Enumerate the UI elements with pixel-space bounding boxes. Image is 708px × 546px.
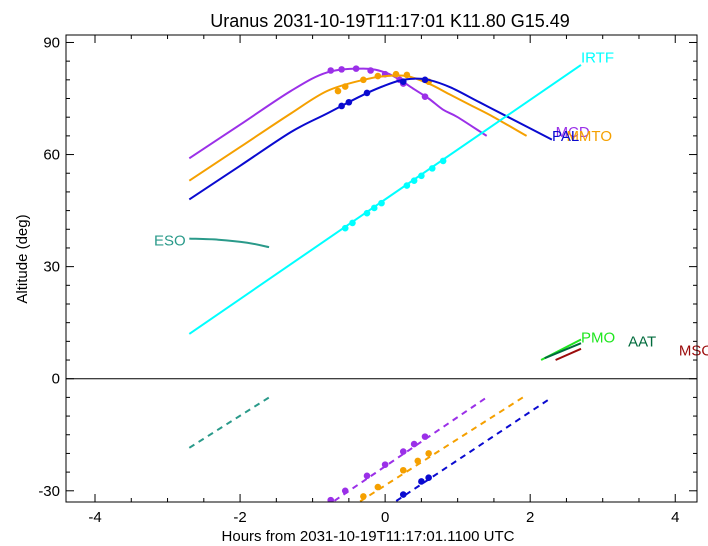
series-irtf: [188, 64, 582, 335]
series-line-aat: [544, 342, 582, 360]
data-point-mmto: [334, 87, 342, 95]
y-tick-label: 0: [52, 371, 60, 388]
series-line-irtf: [188, 64, 582, 335]
data-point-below-pal: [399, 491, 407, 498]
series-label-aat: AAT: [628, 333, 656, 350]
series-mmto: [188, 70, 528, 502]
series-line-eso: [189, 237, 270, 249]
data-point-mcd: [421, 93, 429, 100]
y-tick-label: 30: [43, 259, 60, 276]
series-dashed-line-pal: [392, 396, 553, 502]
data-point-mmto: [360, 76, 367, 84]
data-point-irtf: [428, 165, 436, 172]
data-point-irtf: [349, 219, 356, 227]
data-point-below-mcd: [327, 496, 335, 502]
series-mso: [555, 347, 582, 361]
data-point-irtf: [418, 172, 425, 180]
data-point-below-mmto: [360, 493, 367, 500]
data-point-mcd: [352, 65, 360, 72]
data-point-irtf: [378, 199, 385, 207]
data-point-below-mmto: [399, 466, 407, 474]
series-label-eso: ESO: [154, 232, 186, 249]
data-point-mmto: [392, 70, 400, 78]
x-tick-label: 4: [671, 509, 679, 526]
series-label-irtf: IRTF: [581, 49, 614, 66]
data-point-below-mmto: [374, 483, 382, 491]
data-point-mmto: [374, 72, 382, 80]
data-point-below-mcd: [399, 448, 407, 455]
data-point-pal: [399, 78, 407, 85]
x-tick-label: -2: [233, 509, 246, 526]
series-line-pal: [188, 77, 553, 201]
series-label-mcd: MCD: [556, 124, 590, 141]
data-point-irtf: [370, 204, 378, 212]
series-dashed-line-eso: [188, 396, 270, 449]
data-point-pal: [338, 102, 345, 110]
data-point-pal: [345, 98, 353, 106]
data-point-irtf: [341, 224, 349, 232]
plot-frame: [65, 34, 698, 503]
x-axis-label: Hours from 2031-10-19T11:17:01.1100 UTC: [222, 528, 515, 545]
data-point-mcd: [327, 67, 335, 74]
data-point-below-mcd: [341, 487, 349, 495]
series-label-mmto: MMTO: [566, 128, 612, 145]
series-label-pmo: PMO: [581, 330, 615, 347]
data-point-irtf: [363, 209, 371, 217]
data-point-below-pal: [418, 478, 425, 485]
data-point-below-mcd: [410, 440, 418, 448]
x-tick-label: -4: [88, 509, 101, 526]
series-eso: [188, 237, 270, 449]
data-point-below-mcd: [381, 461, 389, 468]
data-point-below-pal: [425, 474, 432, 482]
series-pal: [188, 76, 553, 502]
data-point-below-mmto: [414, 457, 422, 465]
data-point-irtf: [410, 177, 418, 185]
series-aat: [544, 342, 582, 360]
chart-title: Uranus 2031-10-19T11:17:01 K11.80 G15.49: [210, 11, 570, 31]
series-dashed-line-mmto: [357, 396, 524, 502]
data-point-mmto: [341, 83, 349, 90]
axis-layer: -4 -2 0 2 4 -30 0 30 60 90: [38, 34, 698, 526]
data-point-irtf: [403, 182, 411, 189]
data-point-pal: [363, 89, 371, 97]
y-tick-label: -30: [38, 483, 60, 500]
data-point-below-mcd: [421, 433, 429, 440]
y-tick-label: 60: [43, 147, 60, 164]
data-point-irtf: [439, 157, 447, 165]
x-tick-label: 2: [526, 509, 534, 526]
data-point-pal: [421, 76, 429, 84]
series-line-mso: [555, 347, 582, 361]
data-point-mmto: [403, 71, 411, 79]
data-point-below-mcd: [363, 472, 371, 480]
series-label-pal: PAL: [552, 128, 579, 145]
y-axis-label: Altitude (deg): [14, 214, 31, 303]
data-point-mcd: [367, 67, 374, 74]
data-point-below-mmto: [425, 450, 432, 457]
series-label-mso: MSO: [679, 343, 708, 360]
x-tick-label: 0: [381, 509, 389, 526]
y-tick-label: 90: [43, 34, 60, 51]
data-point-mcd: [338, 66, 345, 73]
